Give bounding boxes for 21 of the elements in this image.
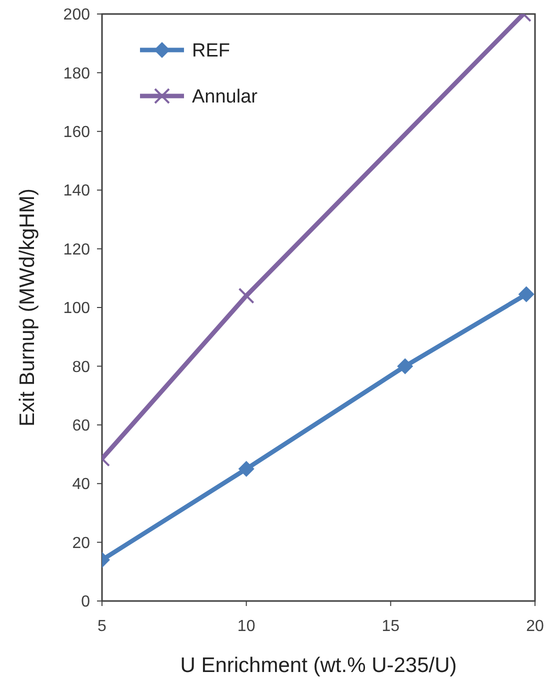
y-axis-title: Exit Burnup (MWd/kgHM)	[16, 188, 39, 427]
y-tick-label: 60	[72, 418, 90, 434]
y-tick-label: 200	[63, 6, 90, 24]
x-tick-label: 20	[526, 618, 544, 635]
y-tick-label: 80	[72, 358, 90, 376]
y-tick-label: 180	[63, 65, 90, 82]
point	[518, 286, 534, 302]
y-tick-label: 140	[63, 182, 90, 200]
x-axis-title: U Enrichment (wt.% U-235/U)	[180, 654, 457, 677]
point	[238, 460, 254, 477]
x-tick-label: 15	[382, 618, 400, 635]
y-tick-label: 160	[63, 124, 90, 141]
legend-label: Annular	[192, 86, 258, 108]
legend-label: REF	[192, 40, 230, 62]
y-tick-label: 20	[72, 534, 90, 552]
y-tick-label: 0	[81, 594, 90, 611]
y-tick-label: 120	[63, 241, 90, 258]
y-tick-label: 40	[72, 476, 90, 494]
x-tick-label: 5	[98, 618, 107, 635]
x-tick-label: 10	[237, 618, 256, 635]
y-tick-label: 100	[63, 300, 90, 318]
